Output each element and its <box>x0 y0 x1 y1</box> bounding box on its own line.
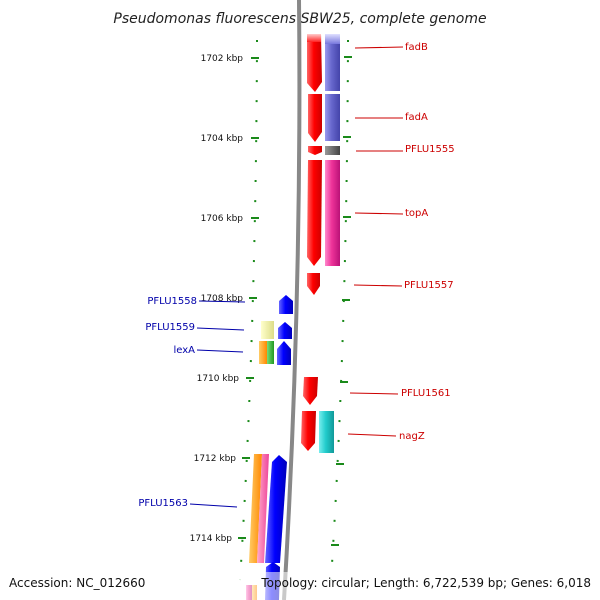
gene-topA-paired-track[interactable] <box>325 160 340 266</box>
tick-label: 1708 kbp <box>201 294 244 304</box>
gene-PFLU1563[interactable] <box>265 455 287 563</box>
paired-block <box>319 411 334 453</box>
gene-PFLU1563-leader <box>189 503 238 508</box>
gene-fadB-arrow <box>307 34 322 92</box>
gene-PFLU1561-leader <box>349 392 399 395</box>
gene-fadB[interactable] <box>307 34 322 92</box>
gene-topA-label[interactable]: topA <box>405 208 428 219</box>
gene-fadA-paired-track[interactable] <box>325 94 340 141</box>
tick-group-1710: 1710 kbp <box>197 374 348 384</box>
gene-PFLU1563-paired-track[interactable] <box>249 454 269 563</box>
gene-fadB-leader <box>354 46 404 49</box>
footer-accession: Accession: NC_012660 <box>9 576 145 590</box>
gene-topA-leader <box>354 212 404 215</box>
gene-nagZ-label[interactable]: nagZ <box>399 431 425 442</box>
gene-lexA-paired-track[interactable] <box>259 341 274 364</box>
tick-group-1714: 1714 kbp <box>190 534 339 546</box>
tick-label: 1706 kbp <box>201 214 244 224</box>
gene-fadA-arrow <box>308 94 322 142</box>
gene-fadB-cap <box>307 34 321 42</box>
tick-group-1702: 1702 kbp <box>201 54 352 64</box>
paired-block <box>267 341 274 364</box>
gene-PFLU1557-label[interactable]: PFLU1557 <box>404 280 454 291</box>
gene-lexA-arrow <box>277 341 291 365</box>
gene-PFLU1558-arrow <box>279 295 293 314</box>
tick-label: 1702 kbp <box>201 54 244 64</box>
gene-nagZ-paired-track[interactable] <box>319 411 334 453</box>
gene-PFLU1558-label[interactable]: PFLU1558 <box>147 296 197 307</box>
paired-block-cap <box>325 34 340 44</box>
gene-fadB-paired-track[interactable] <box>325 34 340 91</box>
tick-label: 1712 kbp <box>194 454 237 464</box>
outer-ruler-dots <box>330 39 349 581</box>
gene-PFLU1555-arrow <box>308 146 322 155</box>
footer-summary: Topology: circular; Length: 6,722,539 bp… <box>260 576 591 590</box>
gene-PFLU1559-paired-track[interactable] <box>261 321 274 339</box>
genome-backbone <box>282 0 302 600</box>
gene-nagZ-arrow <box>301 411 316 451</box>
gene-PFLU1557-arrow <box>307 273 320 295</box>
gene-PFLU1559-arrow <box>278 322 292 339</box>
gene-fadA-label[interactable]: fadA <box>405 112 428 123</box>
gene-PFLU1555[interactable] <box>308 146 322 155</box>
gene-fadA[interactable] <box>308 94 322 142</box>
gene-PFLU1559-leader <box>196 327 245 331</box>
gene-PFLU1561-label[interactable]: PFLU1561 <box>401 388 451 399</box>
paired-block <box>325 34 340 91</box>
paired-block <box>325 146 340 155</box>
gene-fadB-label[interactable]: fadB <box>405 42 428 53</box>
gene-lexA-label[interactable]: lexA <box>173 345 195 356</box>
gene-PFLU1563-arrow <box>265 455 287 563</box>
footer-backdrop <box>0 572 600 600</box>
paired-block <box>259 341 267 364</box>
paired-block <box>261 321 274 339</box>
paired-block <box>257 454 269 563</box>
tick-label: 1704 kbp <box>201 134 244 144</box>
tick-label: 1714 kbp <box>190 534 233 544</box>
gene-nagZ[interactable] <box>301 411 316 451</box>
inner-ruler-dots <box>239 39 258 581</box>
tick-group-1712: 1712 kbp <box>194 454 344 465</box>
gene-PFLU1558-leader <box>198 300 246 303</box>
gene-lexA-leader <box>196 349 244 353</box>
gene-nagZ-leader <box>347 433 397 437</box>
gene-PFLU1561[interactable] <box>303 377 318 405</box>
gene-PFLU1559-label[interactable]: PFLU1559 <box>145 322 195 333</box>
gene-topA[interactable] <box>307 160 322 266</box>
gene-PFLU1559[interactable] <box>278 322 292 339</box>
gene-PFLU1561-arrow <box>303 377 318 405</box>
paired-block <box>325 94 340 141</box>
tick-group-1706: 1706 kbp <box>201 214 351 224</box>
gene-PFLU1557[interactable] <box>307 273 320 295</box>
gene-PFLU1558[interactable] <box>279 295 293 314</box>
gene-PFLU1555-label[interactable]: PFLU1555 <box>405 144 455 155</box>
tick-label: 1710 kbp <box>197 374 240 384</box>
gene-PFLU1563-label[interactable]: PFLU1563 <box>138 498 188 509</box>
gene-topA-arrow <box>307 160 322 266</box>
gene-PFLU1557-leader <box>353 284 403 287</box>
paired-block <box>325 160 340 266</box>
gene-PFLU1555-paired-track[interactable] <box>325 146 340 155</box>
tick-group-1704: 1704 kbp <box>201 134 351 144</box>
tick-group-1708: 1708 kbp <box>201 294 350 304</box>
paired-block <box>249 454 262 563</box>
gene-lexA[interactable] <box>277 341 291 365</box>
